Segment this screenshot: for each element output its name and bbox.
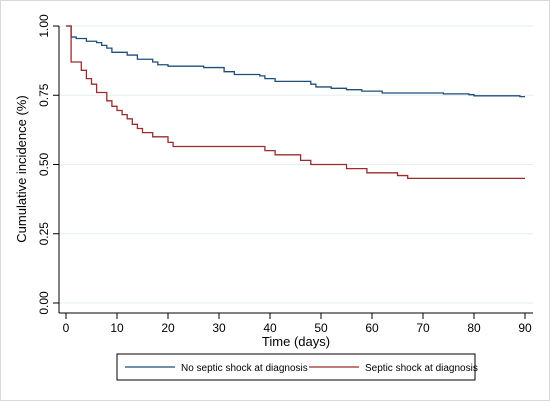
- series: [66, 25, 525, 179]
- x-tick-label: 0: [63, 321, 70, 335]
- x-tick-label: 40: [263, 321, 277, 335]
- series-line-no-septic-shock: [66, 25, 525, 98]
- legend: No septic shock at diagnosis Septic shoc…: [116, 353, 478, 381]
- y-tick-label: 1.00: [37, 14, 51, 38]
- y-axis-label: Cumulative incidence (%): [14, 95, 29, 242]
- series-line-septic-shock: [66, 25, 525, 179]
- x-tick-label: 20: [161, 321, 175, 335]
- x-tick-label: 50: [314, 321, 328, 335]
- x-axis-label: Time (days): [262, 334, 330, 349]
- x-tick-label: 30: [212, 321, 226, 335]
- legend-label-no-septic-shock: No septic shock at diagnosis: [181, 363, 308, 374]
- x-tick-label: 80: [467, 321, 481, 335]
- x-tick-label: 10: [110, 321, 124, 335]
- x-tick-label: 60: [365, 321, 379, 335]
- y-tick-label: 0.50: [37, 152, 51, 176]
- axes: [58, 26, 533, 314]
- y-tick-label: 0.25: [37, 222, 51, 246]
- y-tick-label: 0.00: [37, 291, 51, 315]
- legend-label-septic-shock: Septic shock at diagnosis: [365, 363, 478, 374]
- ticks: 0.00 0.25 0.50 0.75 1.00 0 10 20 30 40 50 60 70 80 90: [37, 14, 532, 335]
- gridlines: [59, 25, 533, 304]
- x-tick-label: 90: [518, 321, 532, 335]
- y-tick-label: 0.75: [37, 83, 51, 107]
- legend-box: [116, 353, 476, 381]
- x-tick-label: 70: [416, 321, 430, 335]
